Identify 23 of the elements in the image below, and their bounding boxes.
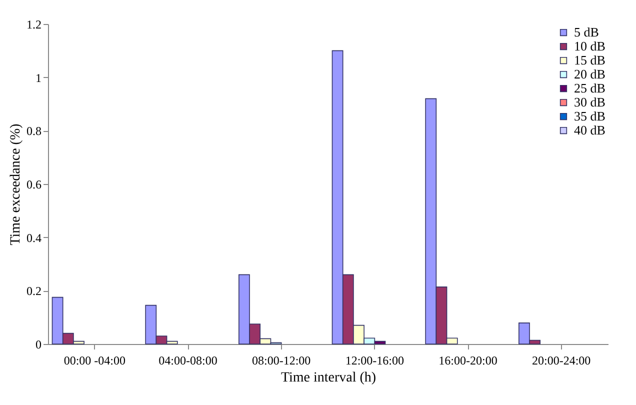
legend-label: 25 dB <box>574 80 606 96</box>
x-tick-label: 12:00-16:00 <box>345 354 404 368</box>
y-axis-title: Time exceedance (%) <box>8 123 24 246</box>
x-tick-label: 00:00 -04:00 <box>64 354 126 368</box>
legend-label: 20 dB <box>574 66 606 82</box>
x-axis-title: Time interval (h) <box>280 370 376 386</box>
legend-label: 35 dB <box>574 108 606 124</box>
y-tick-label: 0.4 <box>26 230 42 245</box>
legend-label: 30 dB <box>574 94 606 110</box>
x-tick-label: 04:00-08:00 <box>158 354 218 368</box>
legend-label: 15 dB <box>574 52 606 68</box>
y-tick-label: 0.2 <box>26 284 42 298</box>
x-tick-label: 08:00-12:00 <box>252 354 311 368</box>
y-tick-label: 0.6 <box>26 178 42 192</box>
x-tick-label: 20:00-24:00 <box>532 354 591 368</box>
legend-label: 10 dB <box>574 38 606 54</box>
y-tick-label: 0.8 <box>26 124 42 138</box>
x-tick-label: 16:00-20:00 <box>438 354 498 368</box>
y-tick-label: 1.2 <box>26 18 42 32</box>
y-tick-label: 1 <box>36 70 42 85</box>
y-tick-label: 0 <box>36 338 42 352</box>
legend-label: 5 dB <box>574 24 600 40</box>
legend-label: 40 dB <box>574 122 606 138</box>
